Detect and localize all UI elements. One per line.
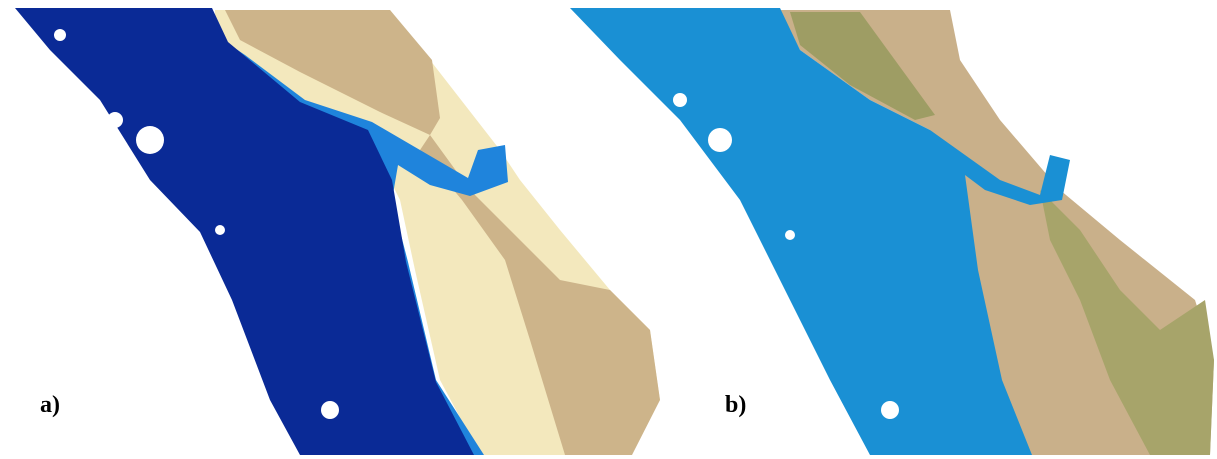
gap [215, 225, 225, 235]
gap [321, 401, 339, 419]
gap [107, 112, 123, 128]
gap [54, 29, 66, 41]
map-a: a) [15, 8, 660, 455]
map-b: b) [570, 8, 1214, 455]
gap [881, 401, 899, 419]
gap [136, 126, 164, 154]
gap [785, 230, 795, 240]
gap [673, 93, 687, 107]
panel-label: b) [725, 392, 746, 418]
figure: a) b) [0, 0, 1217, 459]
panel-label: a) [40, 392, 60, 418]
gap [708, 128, 732, 152]
